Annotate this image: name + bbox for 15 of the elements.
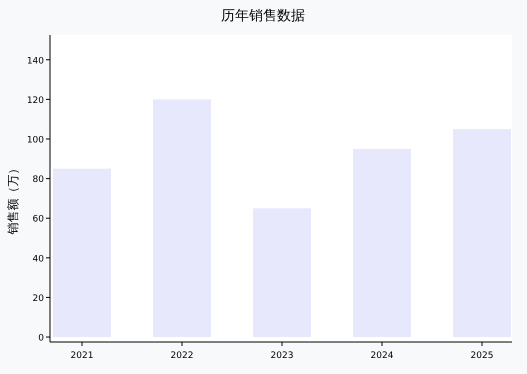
x-tick-label: 2024 <box>370 351 394 361</box>
y-tick-label: 40 <box>32 254 44 264</box>
x-tick-label: 2023 <box>270 351 294 361</box>
x-tick-label: 2022 <box>170 351 194 361</box>
y-tick-label: 120 <box>26 96 44 106</box>
chart-title: 历年销售数据 <box>221 8 305 24</box>
y-tick-label: 0 <box>38 334 44 344</box>
y-tick-label: 140 <box>26 56 44 66</box>
x-tick-label: 2025 <box>470 351 494 361</box>
y-tick-label: 20 <box>32 294 44 304</box>
y-tick-label: 100 <box>26 135 44 146</box>
y-tick-label: 60 <box>32 214 44 225</box>
y-axis-title: 销售额（万） <box>6 162 20 236</box>
x-tick-label: 2021 <box>70 351 94 361</box>
y-tick-label: 80 <box>32 175 44 186</box>
